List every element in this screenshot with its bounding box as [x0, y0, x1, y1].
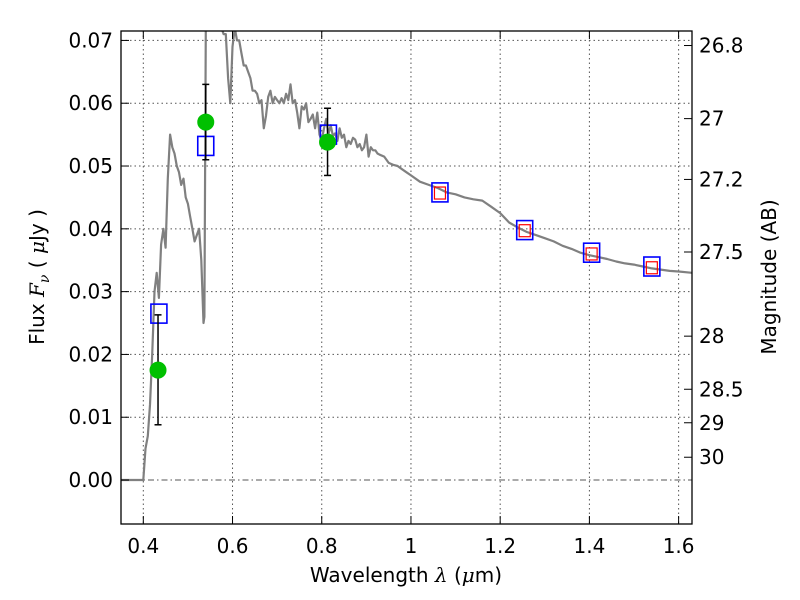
red-marker-square [645, 261, 658, 275]
x-tick-label: 1 [405, 534, 418, 558]
y-tick-label: 0.03 [68, 280, 113, 304]
x-tick-label: 0.8 [306, 534, 338, 558]
model-photometry-square [643, 256, 661, 277]
plot-frame [120, 30, 693, 525]
red-marker-square [585, 247, 598, 261]
mag-tick-label: 27.5 [699, 240, 744, 264]
x-axis-label: Wavelength λ (μm) [310, 563, 502, 587]
mag-tick-label: 28 [699, 324, 724, 348]
magnitude-axis-label: Magnitude (AB) [757, 199, 781, 354]
y-tick-label: 0.04 [68, 217, 113, 241]
observed-photometry-point [319, 133, 337, 151]
x-tick-label: 1.4 [573, 534, 605, 558]
red-marker-square [433, 186, 447, 200]
y-tick-label: 0.01 [68, 405, 113, 429]
y-tick-label: 0.02 [68, 342, 113, 366]
model-photometry-square [150, 303, 168, 324]
x-tick-label: 1.2 [484, 534, 516, 558]
x-tick-label: 1.6 [663, 534, 695, 558]
mag-tick-label: 29 [699, 411, 724, 435]
red-marker-square [518, 224, 531, 238]
x-tick-label: 0.4 [127, 534, 159, 558]
y-axis-label: Flux Fν ( μJy ) [25, 209, 53, 345]
y-tick-label: 0.00 [68, 468, 113, 492]
observed-photometry-point [197, 113, 215, 131]
model-photometry-square [431, 182, 449, 203]
grid-lines [121, 31, 692, 524]
y-tick-label: 0.05 [68, 154, 113, 178]
chart-marks [121, 31, 692, 482]
spectrum-line [121, 31, 692, 482]
observed-photometry-point [149, 361, 167, 379]
axis-ticks [121, 31, 692, 524]
tick-labels: 0.4 0.6 0.8 1 1.2 1.4 1.6 0.00 0.01 0.02 0.03 0.04 0… [68, 28, 743, 558]
mag-tick-label: 27 [699, 107, 724, 131]
mag-tick-label: 26.8 [699, 34, 744, 58]
mag-tick-label: 28.5 [699, 377, 744, 401]
y-tick-label: 0.06 [68, 91, 113, 115]
model-photometry-square [515, 219, 534, 241]
mag-tick-label: 30 [699, 445, 724, 469]
x-tick-label: 0.6 [217, 534, 249, 558]
model-photometry-square [582, 242, 601, 263]
y-tick-label: 0.07 [68, 28, 113, 52]
mag-tick-label: 27.2 [699, 167, 744, 191]
